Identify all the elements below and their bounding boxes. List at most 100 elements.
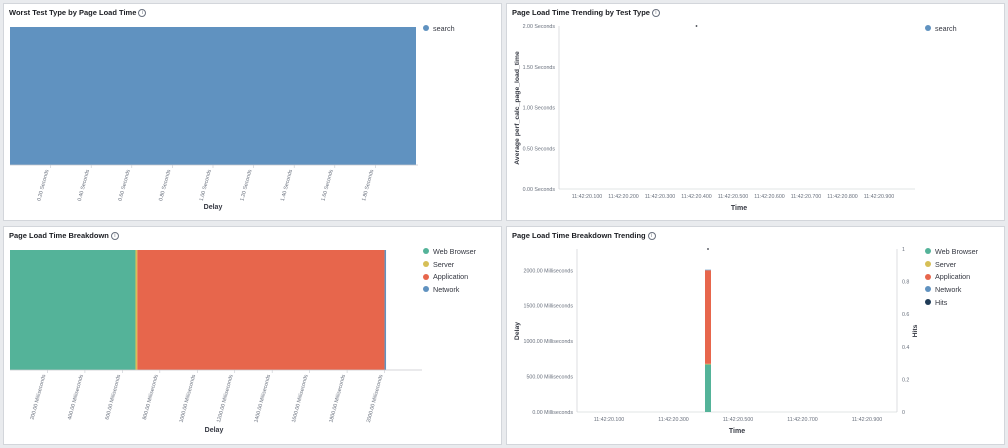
y2-axis-title: Hits (912, 324, 919, 337)
legend-dot-icon (925, 273, 931, 280)
x-tick-label: 1000.00 Milliseconds (179, 374, 198, 424)
y2-tick-label: 0 (902, 410, 905, 416)
x-axis-title: Delay (204, 204, 223, 211)
panel-breakdown-trending: Page Load Time Breakdown Trending i 0.00 … (506, 226, 1005, 445)
legend-item[interactable]: Web Browser (423, 245, 476, 258)
bar-segment-server (135, 250, 138, 370)
legend-item[interactable]: Server (423, 258, 476, 271)
x-tick-label: 11:42:20.900 (852, 417, 883, 423)
legend-item[interactable]: Hits (925, 296, 978, 309)
bar-segment-web-browser (10, 250, 136, 370)
x-tick-label: 11:42:20.400 (681, 194, 712, 200)
x-tick-label: 11:42:20.500 (718, 194, 749, 200)
legend-item[interactable]: Web Browser (925, 245, 978, 258)
legend-dot-icon (423, 25, 429, 32)
y-tick-label: 2.00 Seconds (523, 24, 556, 30)
panel-title: Page Load Time Breakdown Trending i (512, 231, 656, 240)
x-axis-title: Time (731, 205, 747, 212)
legend-dot-icon (925, 299, 931, 306)
x-tick-label: 1.20 Seconds (239, 169, 253, 202)
data-point-search (695, 25, 698, 27)
x-tick-label: 200.00 Milliseconds (30, 374, 48, 421)
y2-tick-label: 0.2 (902, 377, 909, 383)
y-axis-title: Delay (514, 322, 521, 340)
y-tick-label: 0.00 Seconds (523, 187, 556, 193)
x-tick-label: 0.80 Seconds (158, 169, 172, 202)
y-tick-label: 1500.00 Milliseconds (524, 304, 574, 310)
legend-dot-icon (925, 261, 931, 268)
info-icon[interactable]: i (651, 8, 660, 17)
x-tick-label: 1800.00 Milliseconds (328, 374, 347, 424)
chart-load-time-trending: 0.00 Seconds 0.50 Seconds 1.00 Seconds 1.50… (514, 24, 915, 212)
x-tick-label: 11:42:20.900 (864, 194, 895, 200)
bar-segment-network (705, 269, 711, 271)
legend-dot-icon (925, 248, 931, 255)
legend-item[interactable]: search (925, 22, 957, 35)
y2-tick-label: 1 (902, 247, 905, 253)
x-tick-label: 1.00 Seconds (199, 169, 213, 202)
x-tick-label: 0.40 Seconds (77, 169, 91, 202)
x-tick-label: 11:42:20.800 (827, 194, 858, 200)
x-tick-label: 11:42:20.200 (608, 194, 639, 200)
x-tick-label: 11:42:20.700 (791, 194, 822, 200)
bar-segment-application (705, 270, 711, 364)
panel-load-time-breakdown: Page Load Time Breakdown i 200.00 Millise… (3, 226, 502, 445)
legend-label: Network (935, 284, 962, 294)
legend-label: Network (433, 284, 460, 294)
x-tick-label: 1400.00 Milliseconds (254, 374, 273, 424)
bar-search (10, 27, 416, 165)
x-tick-label: 0.20 Seconds (36, 169, 50, 202)
legend-label: search (433, 23, 455, 33)
info-icon[interactable]: i (110, 231, 119, 240)
legend: search (423, 22, 455, 35)
info-icon[interactable]: i (138, 8, 147, 17)
x-tick-label: 0.60 Seconds (118, 169, 132, 202)
legend-label: Web Browser (935, 246, 979, 256)
panel-title: Page Load Time Trending by Test Type i (512, 8, 660, 17)
chart-breakdown-trending: 0.00 Milliseconds 500.00 Milliseconds 1000… (514, 247, 919, 435)
legend-dot-icon (925, 286, 931, 293)
y-tick-label: 1000.00 Milliseconds (524, 339, 574, 345)
x-tick-label: 1.80 Seconds (361, 169, 375, 202)
legend-item[interactable]: Application (925, 270, 978, 283)
x-tick-label: 1200.00 Milliseconds (216, 374, 235, 424)
info-icon[interactable]: i (647, 231, 656, 240)
x-tick-label: 2000.00 Milliseconds (366, 374, 385, 424)
x-axis-title: Time (729, 428, 745, 435)
legend-dot-icon (423, 261, 429, 268)
y-tick-label: 500.00 Milliseconds (526, 375, 573, 381)
legend-item[interactable]: Network (925, 283, 978, 296)
x-tick-label: 11:42:20.500 (723, 417, 754, 423)
legend-label: Server (433, 259, 455, 269)
panel-title: Page Load Time Breakdown i (9, 231, 119, 240)
x-tick-label: 11:42:20.100 (594, 417, 625, 423)
x-tick-label: 400.00 Milliseconds (67, 374, 85, 421)
legend: Web Browser Server Application Network Hits (925, 245, 978, 308)
y-tick-label: 0.00 Milliseconds (532, 410, 573, 416)
legend-item[interactable]: Application (423, 270, 476, 283)
x-tick-label: 11:42:20.600 (754, 194, 785, 200)
legend-item[interactable]: search (423, 22, 455, 35)
legend-dot-icon (423, 248, 429, 255)
panel-worst-test-type: Worst Test Type by Page Load Time i 0.20 … (3, 3, 502, 221)
y-axis-title: Average perf_calc_page_load_time (514, 51, 521, 165)
y-tick-label: 0.50 Seconds (523, 146, 556, 152)
legend-dot-icon (423, 273, 429, 280)
legend-item[interactable]: Server (925, 258, 978, 271)
legend-item[interactable]: Network (423, 283, 476, 296)
y-tick-label: 2000.00 Milliseconds (524, 268, 574, 274)
legend-label: Hits (935, 297, 948, 307)
bar-segment-server (705, 363, 711, 365)
x-tick-label: 600.00 Milliseconds (104, 374, 122, 421)
legend-label: Application (935, 272, 971, 282)
y2-tick-label: 0.8 (902, 280, 909, 286)
x-tick-label: 11:42:20.300 (658, 417, 689, 423)
y-tick-label: 1.00 Seconds (523, 106, 556, 112)
bar-segment-network (384, 250, 387, 370)
legend: search (925, 22, 957, 35)
x-axis-title: Delay (205, 427, 224, 434)
panel-title: Worst Test Type by Page Load Time i (9, 8, 147, 17)
x-tick-label: 800.00 Milliseconds (142, 374, 160, 421)
x-tick-label: 1.60 Seconds (321, 169, 335, 202)
legend-label: Web Browser (433, 246, 477, 256)
